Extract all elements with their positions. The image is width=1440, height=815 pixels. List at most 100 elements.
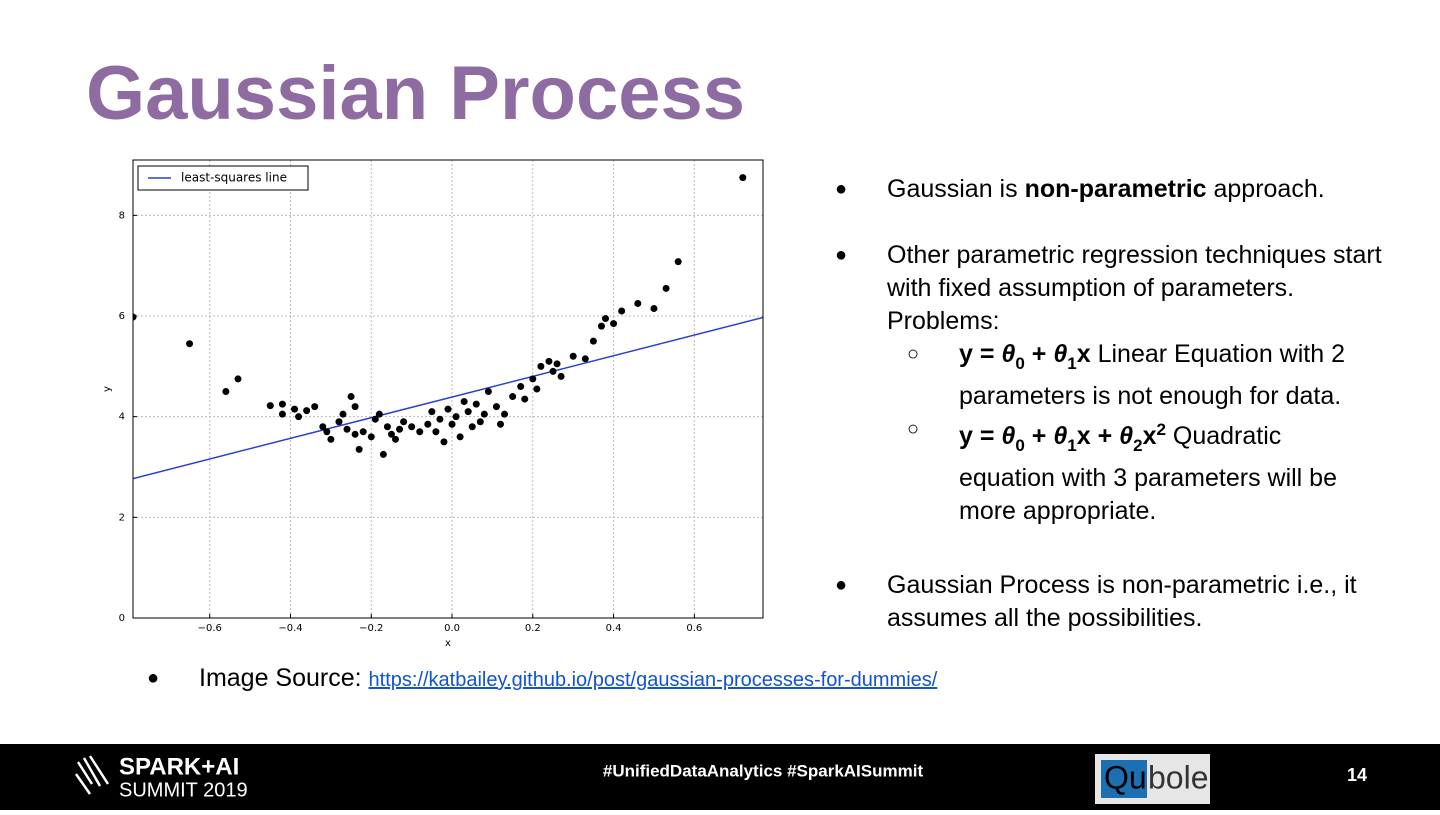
x-tick-label: −0.4: [278, 623, 302, 634]
data-point: [440, 438, 448, 446]
data-point: [428, 408, 436, 416]
logo-mark: [1101, 760, 1147, 798]
data-point: [375, 410, 383, 418]
slide-title: Gaussian Process: [86, 51, 746, 136]
data-point: [472, 400, 480, 408]
data-point: [501, 410, 509, 418]
text-run: approach.: [1206, 175, 1325, 203]
data-point: [424, 420, 432, 428]
text-run: θ: [1053, 422, 1068, 450]
x-tick-label: 0.4: [606, 623, 622, 634]
data-point: [492, 403, 500, 411]
data-point: [343, 425, 351, 433]
data-point: [569, 352, 577, 360]
source-link[interactable]: https://katbailey.github.io/post/gaussia…: [368, 669, 938, 691]
y-axis-label: y: [102, 386, 113, 392]
source-label: Image Source:: [199, 664, 369, 692]
data-point: [319, 423, 327, 431]
bullet: Other parametric regression techniques s…: [835, 239, 1387, 528]
legend-label: least-squares line: [181, 171, 287, 185]
data-point: [662, 284, 670, 292]
chart: −0.6 −0.4 −0.2 0.0 0.2 0.4 0.6 0 2 4 6 8 x y least-squ…: [102, 159, 764, 649]
data-point: [383, 423, 391, 431]
data-point: [436, 415, 444, 423]
hashtags: #UnifiedDataAnalytics #SparkAISummit: [603, 761, 924, 780]
y-tick-label: 0: [119, 613, 125, 624]
text-run: 2: [1156, 420, 1166, 439]
data-point: [468, 423, 476, 431]
data-point: [448, 420, 456, 428]
data-point: [278, 410, 286, 418]
data-point: [371, 415, 379, 423]
series-layer: [133, 174, 763, 480]
data-point: [497, 420, 504, 428]
data-point: [335, 418, 343, 426]
data-point: [517, 382, 525, 390]
text-run: x +: [1076, 422, 1120, 450]
data-point: [589, 337, 597, 345]
plot-frame: [132, 159, 764, 619]
data-point: [234, 375, 242, 383]
data-point: [295, 413, 303, 421]
data-point: [602, 315, 609, 323]
bullet: Gaussian is non-parametric approach.: [835, 173, 1387, 206]
text-run: Gaussian is: [887, 175, 1025, 203]
data-point: [351, 403, 359, 411]
text-run: θ: [1053, 340, 1068, 368]
data-point: [311, 403, 319, 411]
x-tick-label: −0.6: [198, 623, 222, 634]
data-point: [597, 322, 605, 330]
sub-bullet: y = θ0 + θ1x Linear Equation with 2 para…: [907, 338, 1384, 413]
data-point: [476, 418, 484, 426]
data-point: [581, 355, 589, 363]
data-point: [480, 410, 488, 418]
text-run: 1: [1067, 436, 1077, 455]
x-tick-label: 0.2: [525, 623, 541, 634]
data-point: [291, 405, 299, 413]
data-point: [464, 408, 472, 416]
data-point: [379, 450, 387, 458]
plot-area: [133, 160, 763, 618]
text-run: θ: [1001, 340, 1016, 368]
data-point: [529, 375, 537, 383]
footer: SPARK+AI SUMMIT 2019 #UnifiedDataAnalyti…: [0, 744, 1440, 810]
data-point: [460, 398, 468, 406]
data-point: [509, 393, 517, 401]
data-point: [650, 304, 658, 312]
data-point: [222, 388, 230, 396]
image-source: Image Source: https://katbailey.github.i…: [147, 664, 938, 693]
data-point: [133, 313, 137, 321]
data-point: [553, 360, 561, 368]
data-point: [339, 410, 347, 418]
data-point: [355, 445, 363, 453]
data-point: [456, 433, 464, 441]
y-tick-label: 2: [119, 512, 125, 523]
data-point: [618, 307, 626, 315]
data-point: [444, 405, 452, 413]
data-point: [545, 357, 553, 365]
y-tick-label: 6: [119, 311, 125, 322]
x-axis-label: x: [445, 638, 451, 649]
sub-bullet: y = θ0 + θ1x + θ2x2 Quadratic equation w…: [907, 413, 1384, 528]
text-run: y =: [959, 422, 1002, 450]
data-point: [549, 367, 557, 375]
data-point: [392, 435, 399, 443]
text-run: +: [1024, 340, 1054, 368]
text-run: 2: [1133, 436, 1143, 455]
x-tick-label: 0.0: [444, 623, 460, 634]
data-point: [674, 258, 682, 266]
data-point: [521, 395, 529, 403]
data-point: [351, 430, 359, 438]
data-point: [610, 320, 618, 328]
text-run: x: [1076, 340, 1091, 368]
logo-b: bole: [1148, 759, 1209, 795]
brand-bottom: SUMMIT 2019: [119, 779, 248, 801]
data-point: [359, 428, 367, 436]
data-point: [186, 340, 194, 348]
text-run: 1: [1067, 354, 1077, 373]
data-point: [452, 413, 460, 421]
text-run: y =: [959, 340, 1002, 368]
data-point: [408, 423, 416, 431]
